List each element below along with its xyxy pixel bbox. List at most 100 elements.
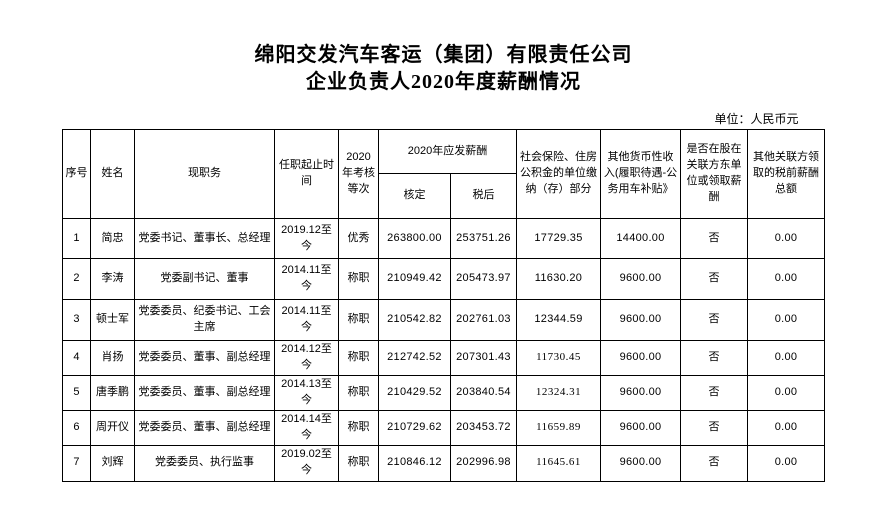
- cell-related-total: 0.00: [747, 340, 825, 376]
- cell-other-income: 9600.00: [600, 409, 681, 446]
- cell-other-income: 9600.00: [600, 444, 681, 482]
- cell-term: 2019.02至今: [273, 444, 339, 482]
- cell-approved: 210949.42: [377, 258, 451, 300]
- table-row: 2 李涛 党委副书记、董事 2014.11至今 称职 210949.42 205…: [61, 258, 825, 300]
- cell-term: 2014.12至今: [273, 340, 339, 376]
- cell-other-income: 14400.00: [600, 218, 681, 259]
- cell-name: 简忠: [89, 218, 135, 259]
- cell-position: 党委委员、董事、副总经理: [133, 374, 275, 411]
- col-header-approved: 核定: [377, 173, 451, 219]
- cell-approved: 210542.82: [377, 299, 451, 341]
- cell-approved: 210429.52: [377, 374, 451, 411]
- cell-related-pay: 否: [680, 374, 748, 411]
- cell-index: 2: [61, 258, 91, 300]
- cell-other-income: 9600.00: [600, 374, 681, 411]
- table-row: 3 顿士军 党委委员、纪委书记、工会主席 2014.11至今 称职 210542…: [61, 299, 825, 341]
- cell-approved: 210729.62: [377, 409, 451, 446]
- cell-term: 2014.13至今: [273, 374, 339, 411]
- col-header-name: 姓名: [89, 129, 135, 219]
- cell-related-pay: 否: [680, 340, 748, 376]
- table-row: 5 唐季鹏 党委委员、董事、副总经理 2014.13至今 称职 210429.5…: [61, 374, 825, 411]
- cell-position: 党委委员、董事、副总经理: [133, 340, 275, 376]
- cell-related-total: 0.00: [747, 374, 825, 411]
- cell-index: 3: [61, 299, 91, 341]
- cell-other-income: 9600.00: [600, 340, 681, 376]
- cell-position: 党委委员、董事、副总经理: [133, 409, 275, 446]
- cell-position: 党委委员、执行监事: [133, 444, 275, 482]
- cell-related-total: 0.00: [747, 299, 825, 341]
- cell-name: 李涛: [89, 258, 135, 300]
- cell-social: 11630.20: [516, 258, 601, 300]
- cell-term: 2014.14至今: [273, 409, 339, 446]
- cell-social: 12344.59: [516, 299, 601, 341]
- cell-name: 周开仪: [89, 409, 135, 446]
- cell-other-income: 9600.00: [600, 258, 681, 300]
- col-header-grade: 2020年考核等次: [337, 129, 379, 219]
- cell-after-tax: 202761.03: [449, 299, 518, 341]
- cell-name: 唐季鹏: [89, 374, 135, 411]
- cell-social: 17729.35: [516, 218, 601, 259]
- cell-position: 党委书记、董事长、总经理: [133, 218, 275, 259]
- cell-grade: 称职: [337, 444, 379, 482]
- cell-index: 5: [61, 374, 91, 411]
- col-header-term: 任职起止时间: [273, 129, 339, 219]
- col-header-related-total: 其他关联方领取的税前薪酬总额: [747, 129, 825, 219]
- col-header-social: 社会保险、住房公积金的单位缴纳（存）部分: [516, 129, 601, 219]
- cell-related-pay: 否: [680, 218, 748, 259]
- cell-grade: 称职: [337, 258, 379, 300]
- cell-approved: 263800.00: [377, 218, 451, 259]
- salary-table: 序号 姓名 现职务 任职起止时间 2020年考核等次 2020年应发薪酬 社会保…: [61, 129, 825, 482]
- cell-social: 11645.61: [516, 444, 601, 482]
- cell-name: 刘辉: [89, 444, 135, 482]
- title-line-2: 企业负责人2020年度薪酬情况: [306, 71, 581, 93]
- cell-position: 党委副书记、董事: [133, 258, 275, 300]
- cell-related-total: 0.00: [747, 218, 825, 259]
- cell-related-pay: 否: [680, 444, 748, 482]
- col-header-related-pay: 是否在股在关联方东单位或领取薪酬: [680, 129, 748, 219]
- table-row: 4 肖扬 党委委员、董事、副总经理 2014.12至今 称职 212742.52…: [61, 340, 825, 376]
- table-row: 7 刘辉 党委委员、执行监事 2019.02至今 称职 210846.12 20…: [61, 444, 825, 482]
- cell-social: 11730.45: [516, 340, 601, 376]
- cell-related-pay: 否: [680, 409, 748, 446]
- col-header-position: 现职务: [133, 129, 275, 219]
- cell-term: 2014.11至今: [273, 258, 339, 300]
- page-title: 绵阳交发汽车客运（集团）有限责任公司 企业负责人2020年度薪酬情况: [0, 42, 887, 96]
- header-row-2: 核定 税后: [62, 173, 824, 219]
- cell-after-tax: 207301.43: [449, 340, 518, 376]
- cell-social: 11659.89: [516, 409, 601, 446]
- col-header-after-tax: 税后: [449, 173, 518, 219]
- cell-grade: 称职: [337, 299, 379, 341]
- cell-other-income: 9600.00: [600, 299, 681, 341]
- cell-approved: 212742.52: [377, 340, 451, 376]
- cell-social: 12324.31: [516, 374, 601, 411]
- cell-after-tax: 253751.26: [449, 218, 518, 259]
- cell-grade: 称职: [337, 409, 379, 446]
- col-header-pay-group: 2020年应发薪酬: [377, 129, 518, 174]
- cell-name: 肖扬: [89, 340, 135, 376]
- cell-after-tax: 202996.98: [449, 444, 518, 482]
- cell-after-tax: 205473.97: [449, 258, 518, 300]
- cell-name: 顿士军: [89, 299, 135, 341]
- cell-related-total: 0.00: [747, 409, 825, 446]
- table-row: 1 简忠 党委书记、董事长、总经理 2019.12至今 优秀 263800.00…: [61, 218, 825, 259]
- header-row-1: 序号 姓名 现职务 任职起止时间 2020年考核等次 2020年应发薪酬 社会保…: [61, 129, 825, 219]
- table-row: 6 周开仪 党委委员、董事、副总经理 2014.14至今 称职 210729.6…: [61, 409, 825, 446]
- cell-grade: 称职: [337, 374, 379, 411]
- unit-label: 单位：人民币元: [714, 112, 799, 126]
- cell-index: 1: [61, 218, 91, 259]
- col-header-other-income: 其他货币性收入(履职待遇-公务用车补贴》: [600, 129, 681, 219]
- cell-grade: 优秀: [337, 218, 379, 259]
- cell-related-pay: 否: [680, 258, 748, 300]
- document-page: 绵阳交发汽车客运（集团）有限责任公司 企业负责人2020年度薪酬情况 单位：人民…: [0, 42, 887, 482]
- cell-grade: 称职: [337, 340, 379, 376]
- col-header-index: 序号: [61, 129, 91, 219]
- cell-related-total: 0.00: [747, 258, 825, 300]
- cell-index: 7: [61, 444, 91, 482]
- cell-after-tax: 203453.72: [449, 409, 518, 446]
- cell-index: 4: [61, 340, 91, 376]
- cell-approved: 210846.12: [377, 444, 451, 482]
- cell-after-tax: 203840.54: [449, 374, 518, 411]
- cell-position: 党委委员、纪委书记、工会主席: [133, 299, 275, 341]
- cell-term: 2014.11至今: [273, 299, 339, 341]
- cell-term: 2019.12至今: [273, 218, 339, 259]
